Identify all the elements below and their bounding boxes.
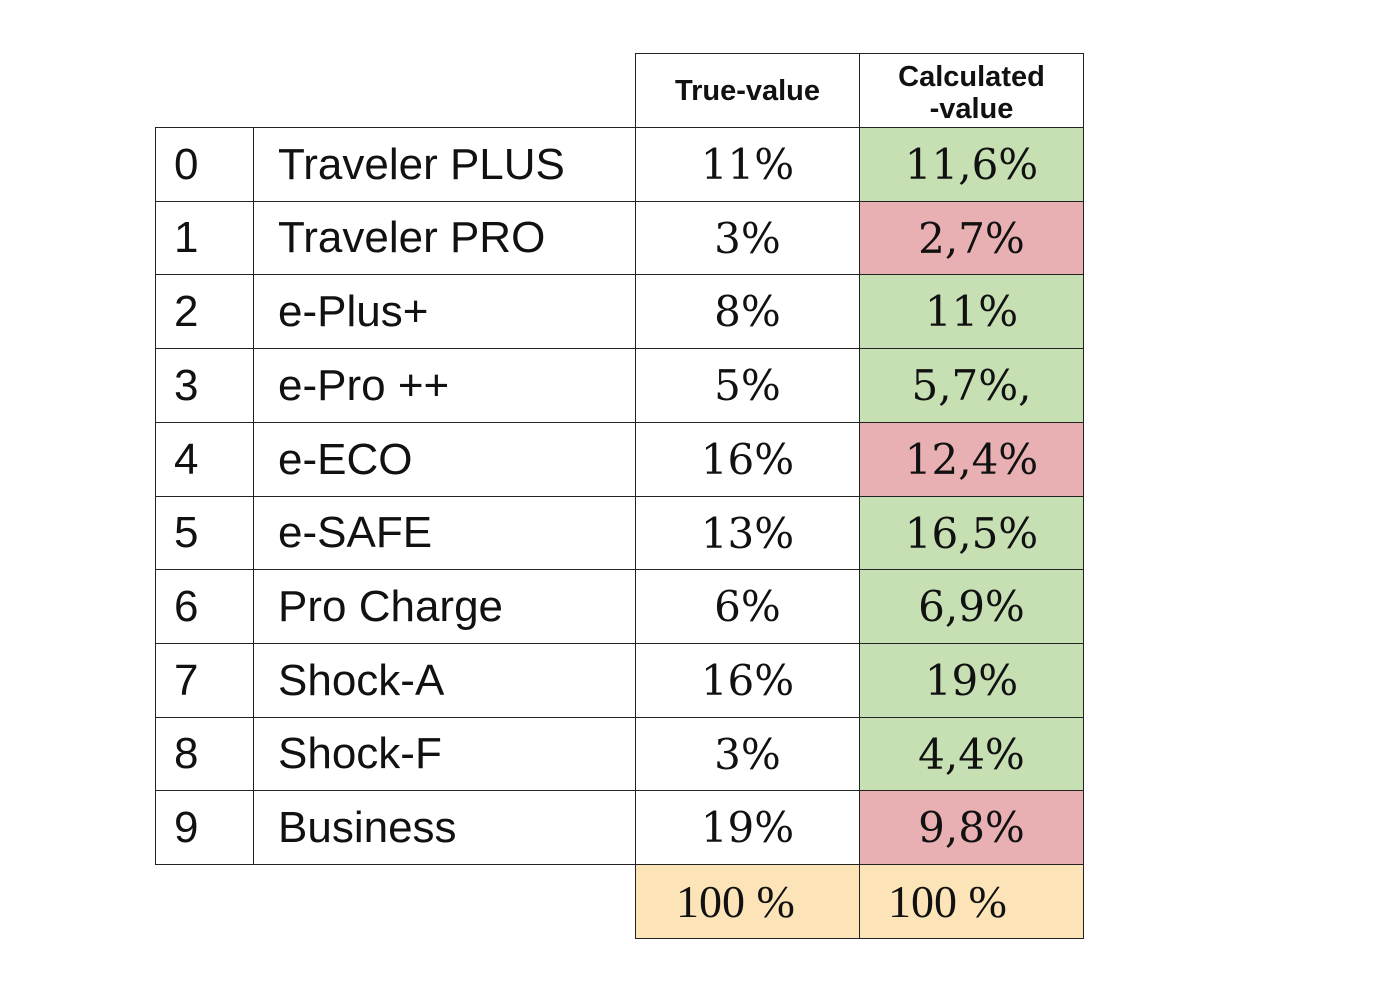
- calculated-value-cell: 5,7%,: [859, 348, 1084, 423]
- calculated-value-cell: 12,4%: [859, 422, 1084, 497]
- true-value-cell: 3%: [635, 201, 860, 275]
- product-name: e-Plus+: [253, 274, 636, 349]
- product-name: Traveler PRO: [253, 201, 636, 275]
- calculated-value-cell: 4,4%: [859, 717, 1084, 791]
- row-index: 1: [155, 201, 254, 275]
- product-name: Shock-A: [253, 643, 636, 718]
- calculated-header-line1: Calculated: [898, 60, 1045, 93]
- row-index: 7: [155, 643, 254, 718]
- true-value-cell: 13%: [635, 496, 860, 570]
- product-name: Pro Charge: [253, 569, 636, 644]
- row-index: 5: [155, 496, 254, 570]
- calculated-value-cell: 9,8%: [859, 790, 1084, 865]
- calculated-value-total: 100 %: [859, 864, 1084, 939]
- calculated-header-line2: -value: [929, 92, 1014, 125]
- product-name: e-Pro ++: [253, 348, 636, 423]
- true-value-cell: 5%: [635, 348, 860, 423]
- true-value-cell: 19%: [635, 790, 860, 865]
- row-index: 9: [155, 790, 254, 865]
- calculated-value-cell: 11%: [859, 274, 1084, 349]
- product-name: Shock-F: [253, 717, 636, 791]
- calculated-value-cell: 2,7%: [859, 201, 1084, 275]
- true-value-cell: 6%: [635, 569, 860, 644]
- calculated-value-cell: 6,9%: [859, 569, 1084, 644]
- true-value-cell: 16%: [635, 422, 860, 497]
- true-value-cell: 8%: [635, 274, 860, 349]
- row-index: 3: [155, 348, 254, 423]
- product-name: Business: [253, 790, 636, 865]
- calculated-value-cell: 19%: [859, 643, 1084, 718]
- row-index: 4: [155, 422, 254, 497]
- product-name: e-ECO: [253, 422, 636, 497]
- row-index: 8: [155, 717, 254, 791]
- row-index: 2: [155, 274, 254, 349]
- true-value-total: 100 %: [635, 864, 860, 939]
- calculated-value-header: Calculated -value: [859, 53, 1084, 128]
- row-index: 6: [155, 569, 254, 644]
- true-value-header: True-value: [635, 53, 860, 128]
- product-name: Traveler PLUS: [253, 127, 636, 202]
- true-value-cell: 11%: [635, 127, 860, 202]
- row-index: 0: [155, 127, 254, 202]
- true-value-cell: 16%: [635, 643, 860, 718]
- calculated-value-cell: 16,5%: [859, 496, 1084, 570]
- true-value-cell: 3%: [635, 717, 860, 791]
- calculated-value-cell: 11,6%: [859, 127, 1084, 202]
- product-name: e-SAFE: [253, 496, 636, 570]
